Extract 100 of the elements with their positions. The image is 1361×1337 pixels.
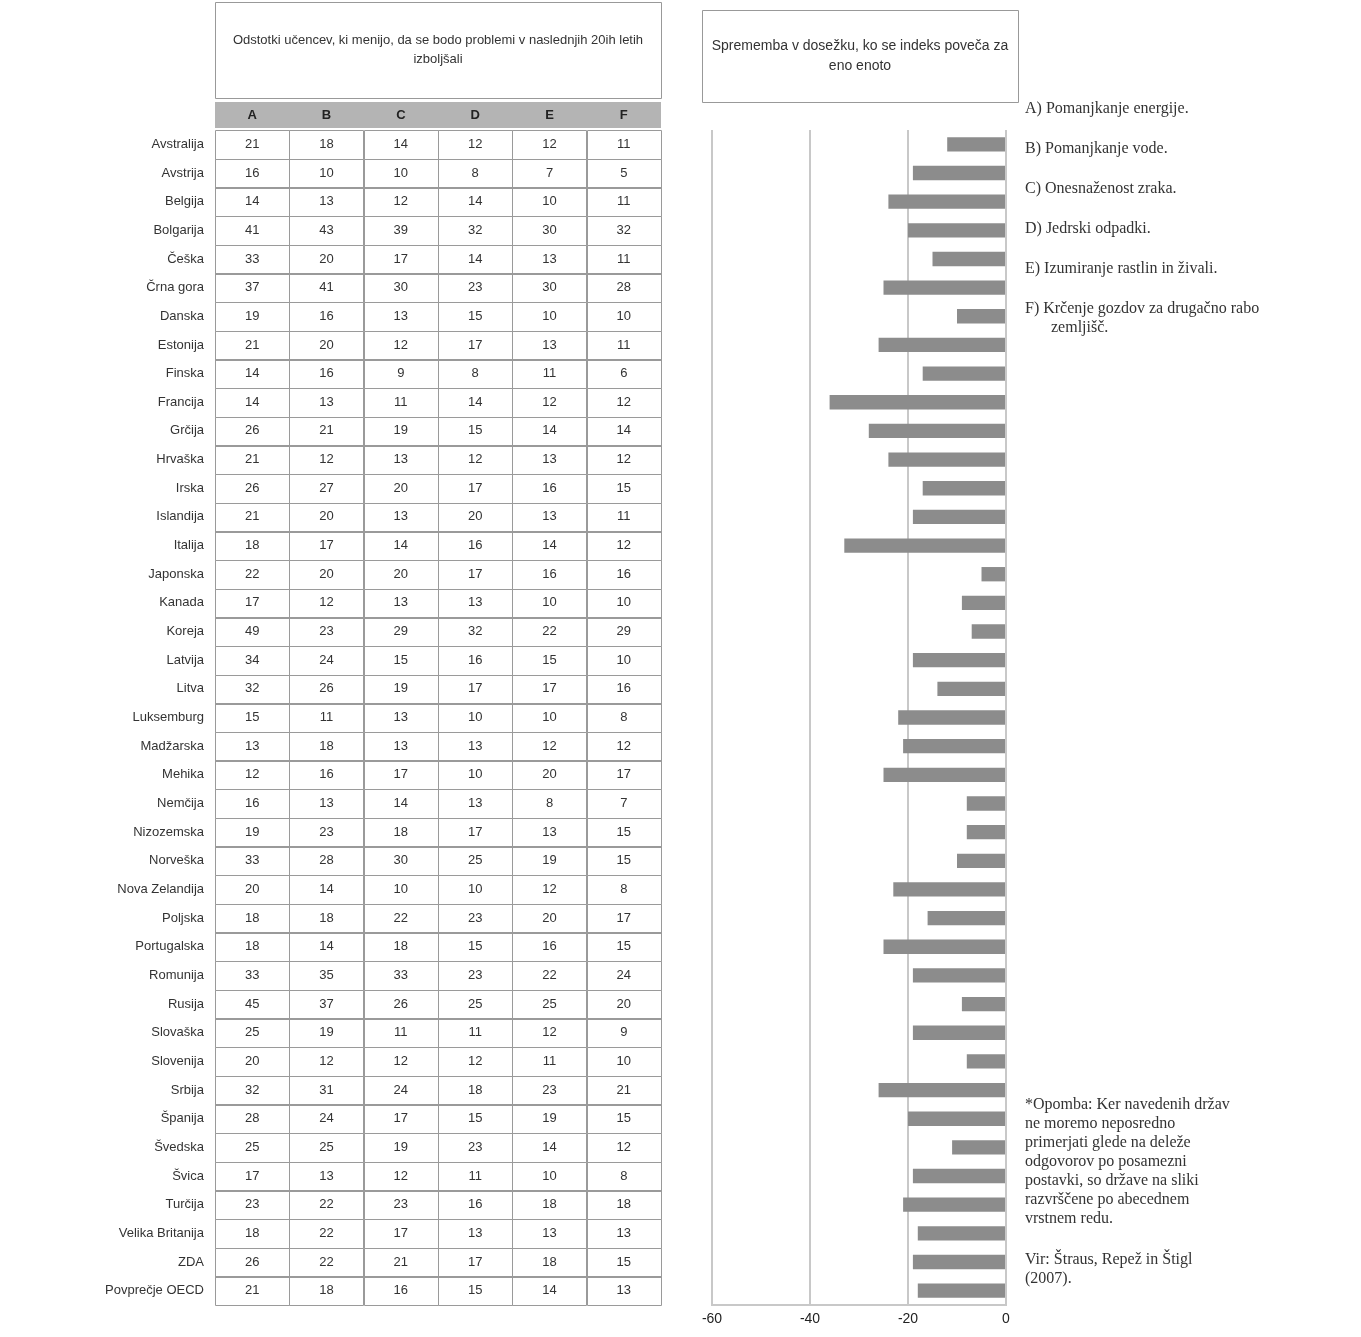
data-label: 17 [616,909,632,925]
y-tick-label: Avstralija [151,135,205,151]
data-label: 24 [393,1081,409,1097]
y-tick-label: Češka [167,250,205,266]
data-label: 8 [620,709,628,725]
data-label: 18 [244,1224,260,1240]
data-label: 12 [616,393,632,409]
data-label: 16 [542,565,557,581]
data-label: 13 [542,1224,557,1240]
data-label: 12 [393,193,409,209]
data-label: 11 [542,365,557,381]
data-label: 8 [471,365,479,381]
data-label: 12 [319,594,334,610]
data-label: 15 [467,1282,483,1298]
data-label: 13 [467,594,483,610]
data-label: 15 [467,307,483,323]
data-label: 13 [393,709,409,725]
data-label: 14 [467,250,483,266]
y-tick-label: Estonija [157,336,205,352]
data-label: 15 [542,651,557,667]
data-label: 8 [471,164,479,180]
data-label: 12 [616,1138,632,1154]
data-label: 13 [393,307,409,323]
data-label: 20 [244,881,260,897]
data-label: 13 [542,451,557,467]
data-label: 17 [393,250,409,266]
data-label: 10 [616,1052,632,1068]
data-label: 17 [616,766,632,782]
y-tick-label: Mehika [162,766,205,782]
data-label: 29 [393,623,409,639]
data-label: 13 [467,737,483,753]
data-label: 17 [244,594,260,610]
data-label: 12 [467,135,483,151]
data-label: 13 [319,393,334,409]
data-label: 12 [393,1052,409,1068]
y-tick-label: Litva [176,680,205,696]
x-tick-label: 0 [1002,1310,1011,1327]
y-tick-label: Švedska [154,1138,205,1154]
data-label: 11 [394,393,408,409]
data-label: 33 [393,967,409,982]
y-tick-label: Madžarska [140,737,205,753]
data-label: 17 [467,479,483,495]
data-label: 12 [244,766,260,782]
data-label: 15 [616,938,632,954]
data-label: 23 [467,967,483,982]
data-label: 18 [244,537,260,553]
data-label: 23 [467,909,483,925]
data-label: 21 [393,1253,409,1269]
data-label: 12 [319,451,334,467]
data-label: 11 [468,1167,482,1183]
data-label: 7 [545,164,554,180]
data-label: 16 [319,365,334,381]
y-tick-label: Irska [175,479,205,495]
data-label: 15 [616,823,632,839]
data-label: 19 [393,422,409,438]
data-label: 13 [393,508,409,524]
data-label: 21 [244,135,260,151]
data-label: 14 [244,193,260,209]
data-label: 9 [397,365,405,381]
data-label: 23 [319,823,334,839]
data-label: 35 [319,967,334,982]
data-label: 7 [620,795,628,811]
data-label: 41 [319,279,334,295]
data-label: 17 [393,1224,409,1240]
text: A) Pomanjkanje energije. [1025,98,1190,117]
data-label: 18 [467,1081,483,1097]
data-label: 11 [617,135,631,151]
data-label: 17 [542,680,557,696]
y-tick-label: Španija [160,1110,205,1126]
x-tick-label: -20 [897,1310,919,1327]
data-label: 12 [542,135,557,151]
y-tick-label: Luksemburg [132,709,204,725]
data-label: 12 [393,336,409,352]
data-label: 16 [244,164,260,180]
data-label: 15 [467,1110,483,1126]
data-label: 18 [244,909,260,925]
y-tick-label: Islandija [156,508,205,524]
data-label: 14 [467,193,483,209]
data-label: 20 [319,250,334,266]
data-label: 10 [467,709,483,725]
data-label: 12 [616,537,632,553]
data-label: 14 [393,537,409,553]
data-label: 21 [244,451,260,467]
data-label: 10 [616,307,632,323]
data-label: 11 [617,250,631,266]
data-label: 17 [393,766,409,782]
data-label: 5 [620,164,628,180]
data-label: 25 [542,995,557,1011]
data-label: 45 [244,995,260,1011]
data-label: 21 [244,336,260,352]
data-label: 8 [620,1167,628,1183]
y-tick-label: Črna gora [146,279,205,295]
data-label: 18 [244,938,260,954]
data-label: 13 [542,336,557,352]
data-label: 13 [542,250,557,266]
text: B) Pomanjkanje vode. [1025,138,1169,157]
y-tick-label: Bolgarija [153,221,205,237]
data-label: 11 [468,1024,482,1040]
data-label: 24 [319,1110,334,1126]
data-label: 12 [393,1167,409,1183]
